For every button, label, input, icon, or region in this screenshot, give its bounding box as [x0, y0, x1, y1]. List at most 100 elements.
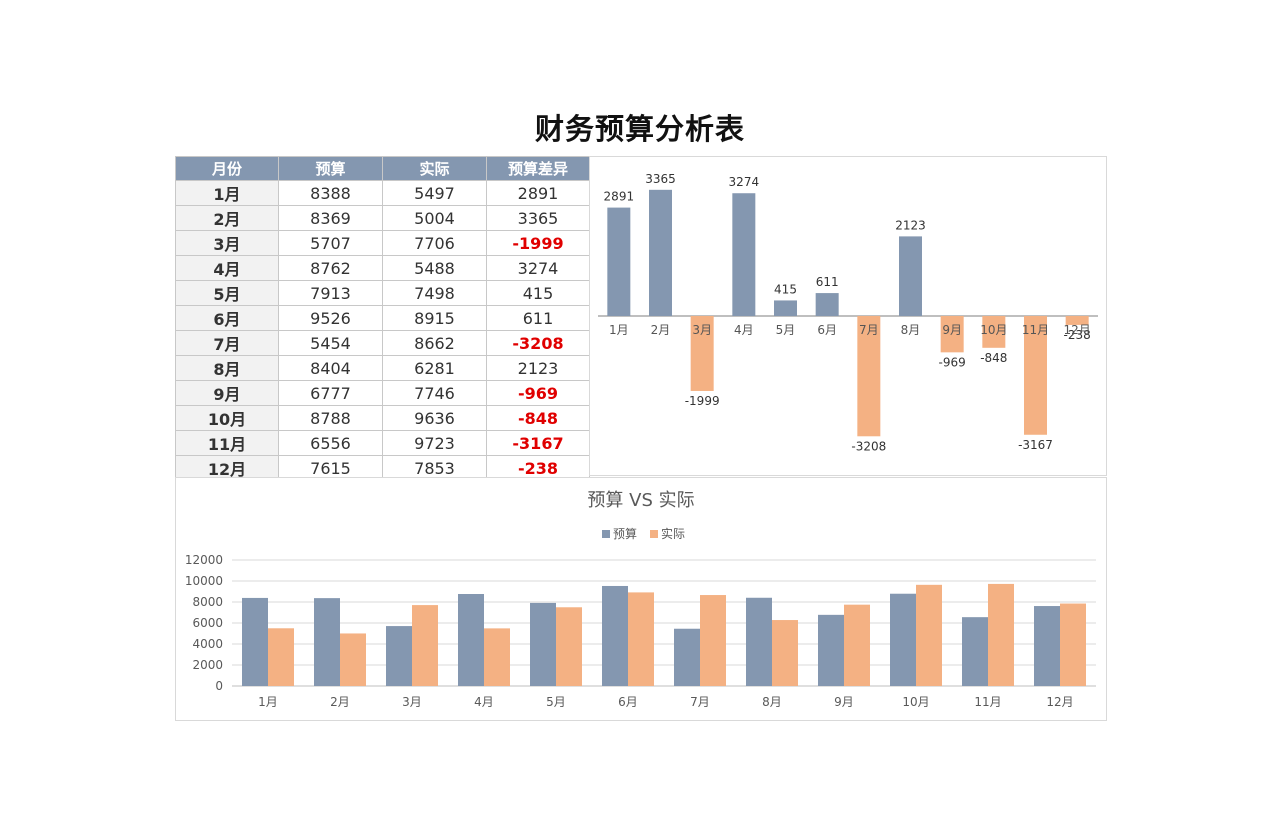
table-row: 11月 6556 9723 -3167: [175, 430, 590, 457]
data-label: -3167: [1018, 438, 1053, 452]
y-tick-label: 6000: [192, 616, 223, 630]
variance-bar: [857, 316, 881, 437]
actual-bar: [556, 607, 582, 686]
data-label: -848: [980, 351, 1007, 365]
x-tick-label: 6月: [817, 323, 837, 337]
budget-cell: 8788: [278, 405, 383, 432]
column-header: 月份: [175, 155, 279, 182]
variance-cell: 2123: [486, 355, 590, 382]
x-tick-label: 7月: [690, 695, 710, 709]
x-tick-label: 10月: [980, 323, 1007, 337]
column-header: 预算: [278, 155, 383, 182]
variance-chart-box: 2891 1月 3365 2月 -1999 3月 3274 4月 415 5月 611 6月 -3208…: [589, 156, 1107, 476]
budget-cell: 7913: [278, 280, 383, 307]
variance-chart: 2891 1月 3365 2月 -1999 3月 3274 4月 415 5月 611 6月 -3208…: [598, 172, 1098, 453]
actual-cell: 8915: [382, 305, 487, 332]
x-tick-label: 12月: [1064, 323, 1091, 337]
month-cell: 10月: [175, 405, 279, 432]
table-header-row: 月份 预算 实际 预算差异: [175, 155, 590, 182]
variance-cell: -969: [486, 380, 590, 407]
data-label: -969: [939, 355, 966, 369]
legend-label: 预算: [613, 526, 637, 541]
x-tick-label: 4月: [474, 695, 494, 709]
variance-bar: [732, 193, 756, 316]
variance-cell: -3167: [486, 430, 590, 457]
variance-bar: [690, 316, 714, 391]
variance-bar: [899, 236, 922, 316]
table-row: 2月 8369 5004 3365: [175, 205, 590, 232]
x-tick-label: 1月: [258, 695, 278, 709]
legend-label: 实际: [661, 526, 685, 541]
data-label: 2891: [604, 190, 635, 204]
budget-table: 月份 预算 实际 预算差异 1月 8388 5497 2891 2月 8369 5004 3365 3…: [175, 155, 590, 482]
table-row: 5月 7913 7498 415: [175, 280, 590, 307]
x-tick-label: 8月: [901, 323, 921, 337]
budget-cell: 9526: [278, 305, 383, 332]
x-tick-label: 7月: [859, 323, 879, 337]
variance-cell: 3274: [486, 255, 590, 282]
data-label: 2123: [895, 218, 926, 232]
chart-title: 预算 VS 实际: [587, 490, 694, 511]
variance-bar: [1024, 316, 1047, 435]
x-tick-label: 5月: [776, 323, 796, 337]
month-cell: 1月: [175, 180, 279, 207]
table-row: 3月 5707 7706 -1999: [175, 230, 590, 257]
variance-bar: [1065, 316, 1089, 325]
month-cell: 9月: [175, 380, 279, 407]
month-cell: 4月: [175, 255, 279, 282]
actual-bar: [628, 592, 654, 686]
actual-bar: [844, 604, 870, 686]
variance-cell: -848: [486, 405, 590, 432]
variance-cell: 415: [486, 280, 590, 307]
actual-cell: 5004: [382, 205, 487, 232]
variance-bar: [649, 189, 672, 316]
actual-cell: 6281: [382, 355, 487, 382]
budget-cell: 5454: [278, 330, 383, 357]
budget-cell: 6556: [278, 430, 383, 457]
x-tick-label: 11月: [1022, 323, 1049, 337]
actual-bar: [916, 584, 942, 686]
budget-cell: 6777: [278, 380, 383, 407]
y-tick-label: 2000: [192, 658, 223, 672]
budget-bar: [674, 628, 700, 686]
actual-cell: 5488: [382, 255, 487, 282]
variance-cell: -3208: [486, 330, 590, 357]
actual-cell: 7706: [382, 230, 487, 257]
page-title: 财务预算分析表: [534, 112, 745, 146]
data-label: -238: [1064, 328, 1091, 342]
table-row: 8月 8404 6281 2123: [175, 355, 590, 382]
actual-cell: 8662: [382, 330, 487, 357]
x-tick-label: 12月: [1046, 695, 1073, 709]
budget-bar: [386, 626, 412, 686]
budget-bar: [602, 585, 628, 686]
variance-bar: [607, 207, 631, 316]
budget-vs-actual-chart-box: 预算 VS 实际 预算 实际 0 2000 4000 6000 8000 10000 12000 1…: [175, 477, 1107, 721]
month-cell: 5月: [175, 280, 279, 307]
variance-cell: 3365: [486, 205, 590, 232]
month-cell: 2月: [175, 205, 279, 232]
month-cell: 7月: [175, 330, 279, 357]
actual-bar: [412, 605, 438, 686]
variance-cell: 611: [486, 305, 590, 332]
budget-cell: 8404: [278, 355, 383, 382]
actual-cell: 5497: [382, 180, 487, 207]
y-tick-label: 8000: [192, 595, 223, 609]
data-label: 3274: [729, 175, 760, 189]
budget-cell: 8369: [278, 205, 383, 232]
table-row: 9月 6777 7746 -969: [175, 380, 590, 407]
variance-bar: [774, 300, 797, 316]
data-label: 611: [816, 275, 839, 289]
y-tick-label: 12000: [185, 553, 223, 567]
actual-bar: [772, 620, 798, 686]
actual-cell: 7498: [382, 280, 487, 307]
y-tick-label: 10000: [185, 574, 223, 588]
budget-bar: [962, 617, 988, 686]
x-tick-label: 9月: [834, 695, 854, 709]
actual-bar: [1060, 603, 1086, 686]
column-header: 实际: [382, 155, 487, 182]
variance-bar: [982, 316, 1006, 348]
data-label: -3208: [851, 439, 886, 453]
actual-cell: 7746: [382, 380, 487, 407]
actual-cell: 9723: [382, 430, 487, 457]
